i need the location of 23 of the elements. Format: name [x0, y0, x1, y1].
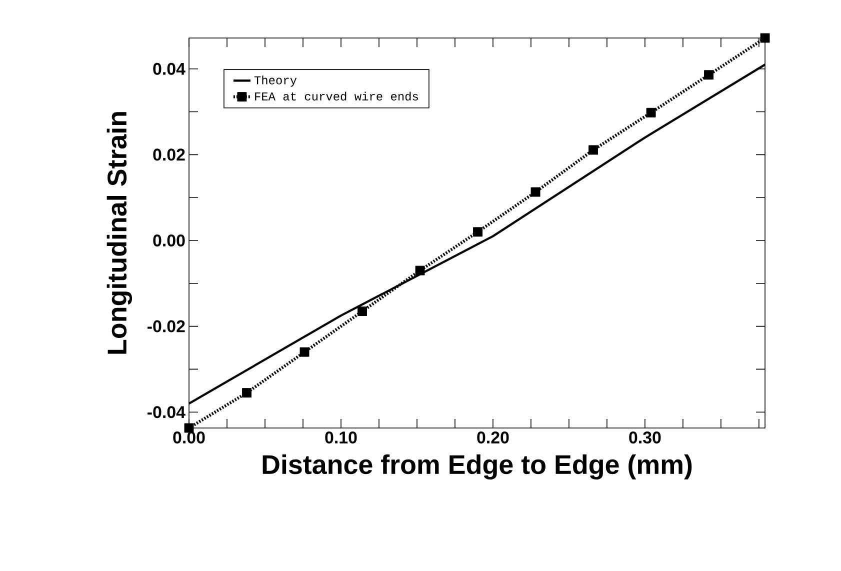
point — [358, 306, 367, 316]
x-axis-title: Distance from Edge to Edge (mm) — [262, 454, 692, 480]
x-tick-label: 0.20 — [477, 432, 509, 444]
point — [704, 70, 714, 80]
point — [242, 388, 252, 398]
y-tick-label: 0.04 — [153, 62, 186, 75]
x-tick-label: 0.00 — [173, 432, 205, 444]
point — [415, 266, 425, 276]
point — [473, 227, 483, 237]
x-tick-label: 0.30 — [629, 432, 661, 444]
legend-label: Theory — [254, 76, 297, 87]
x-tick-label: 0.10 — [325, 432, 357, 444]
y-tick-label: 0.00 — [153, 234, 185, 246]
point — [760, 33, 770, 43]
point — [530, 187, 540, 197]
point — [646, 108, 656, 118]
y-tick-label: -0.02 — [148, 320, 185, 332]
y-tick-label: 0.02 — [153, 148, 185, 161]
y-tick-label: -0.04 — [148, 406, 186, 418]
y-axis-title: Longitudinal Strain — [106, 112, 132, 354]
point — [588, 145, 598, 155]
point — [300, 347, 310, 357]
legend-label: FEA at curved wire ends — [255, 92, 418, 101]
